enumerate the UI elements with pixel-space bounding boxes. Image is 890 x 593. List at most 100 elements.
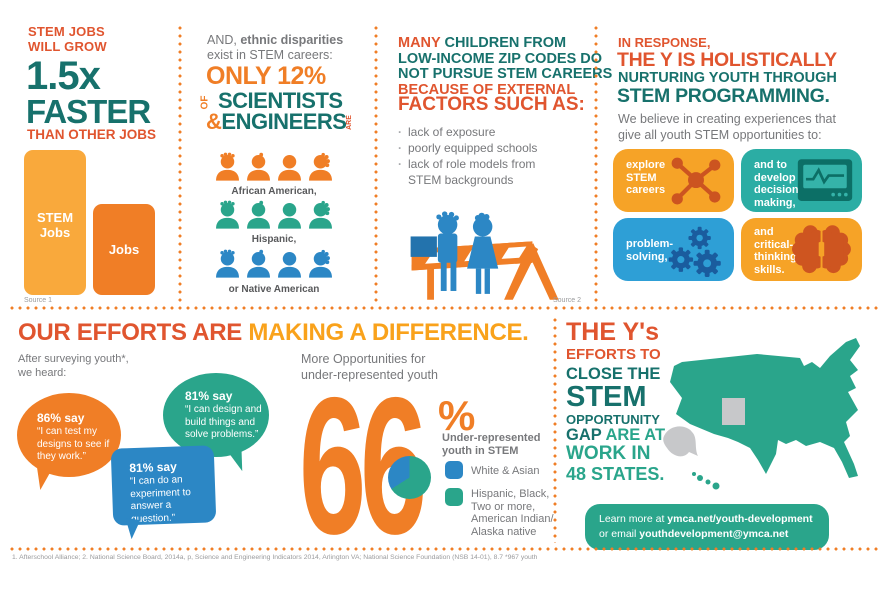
states-text-stack: THE Y's EFFORTS TO CLOSE THE STEM OPPORT…: [566, 318, 666, 484]
ampersand: &: [206, 109, 222, 134]
the-ys: THE Y's: [566, 318, 660, 346]
box-problem-label: problem- solving,: [626, 238, 674, 263]
growth-kicker: STEM JOBS WILL GROW: [28, 24, 107, 54]
gap-are-at: GAP ARE AT: [566, 425, 666, 444]
growth-faster: FASTER: [26, 93, 151, 130]
person-icon: [245, 249, 272, 278]
learn-more-prefix: Learn more at: [599, 513, 668, 525]
percent-sign: %: [438, 392, 476, 439]
under-represented-caption: Under-represented youth in STEM: [442, 432, 541, 457]
person-icon: [276, 152, 303, 181]
difference-headline: OUR EFFORTS ARE MAKING A DIFFERENCE.: [18, 319, 529, 347]
state-alaska: [663, 426, 698, 457]
response-kicker: IN RESPONSE,: [618, 35, 711, 50]
forty-eight-states: 48 STATES.: [566, 464, 665, 484]
person-icon: [214, 152, 241, 181]
box-explore-label: explore STEM careers: [626, 159, 666, 196]
intro-bold: ethnic disparities: [240, 33, 344, 47]
email-prefix: or email: [599, 528, 640, 540]
youth-development-link[interactable]: ymca.net/youth-development: [667, 513, 813, 525]
divider-vertical-1: [178, 24, 182, 305]
bubble-tail: [122, 518, 141, 540]
people-row-teal: [214, 200, 334, 229]
divider-vertical-2: [374, 24, 378, 305]
person-icon: [276, 200, 303, 229]
bar-stem-jobs: STEM Jobs: [24, 150, 86, 295]
group-label-hispanic: Hispanic,: [251, 234, 297, 245]
response-body: We believe in creating experiences that …: [618, 112, 836, 142]
box-decision-making: and to develop decision- making,: [741, 149, 862, 212]
work-in: WORK IN: [566, 443, 651, 464]
speech-bubble-81-design: 81% say “I can design and build things a…: [163, 373, 269, 457]
molecule-icon: [671, 157, 721, 205]
person-icon: [214, 200, 241, 229]
person-icon: [307, 152, 334, 181]
barrier-bullet-list: lack of exposure poorly equipped schools…: [398, 124, 537, 188]
intro-and: AND,: [207, 33, 241, 47]
gap: GAP: [566, 425, 606, 444]
bullet-item: lack of exposure: [398, 124, 537, 140]
bullet-item: poorly equipped schools: [398, 140, 537, 156]
barriers-heading: MANY CHILDREN FROM LOW-INCOME ZIP CODES …: [398, 35, 613, 98]
headline-making-difference: MAKING A DIFFERENCE.: [248, 319, 529, 346]
response-line3: STEM PROGRAMMING.: [617, 85, 830, 107]
person-icon: [245, 200, 272, 229]
of-rotated: OF: [199, 95, 211, 110]
speech-bubble-81-experiment: 81% say “I can do an experiment to answe…: [110, 445, 217, 526]
people-row-orange: [214, 152, 334, 181]
kids-barrier-illustration: [410, 211, 559, 300]
brain-icon: [792, 225, 851, 274]
opportunities-title: More Opportunities for under-represented…: [301, 352, 438, 382]
stem-big: STEM: [566, 380, 647, 413]
source-2: Source 2: [553, 297, 582, 304]
state-hawaii: [692, 472, 720, 490]
learn-more-box: Learn more at ymca.net/youth-development…: [585, 504, 829, 550]
response-line2: NURTURING YOUTH THROUGH: [618, 70, 837, 86]
pie-chart: [388, 456, 431, 499]
group-label-african-american: African American,: [231, 186, 317, 197]
engineers: ENGINEERS: [221, 109, 347, 134]
divider-horizontal-top: [8, 306, 882, 310]
legend-swatch-blue: [445, 461, 463, 479]
person-icon: [214, 249, 241, 278]
legend-swatch-teal: [445, 488, 463, 506]
bubble-stat: 81% say: [185, 389, 233, 403]
box-decision-label: and to develop decision- making,: [754, 159, 803, 209]
children-from-text: CHILDREN FROM: [444, 35, 567, 51]
are-rotated: ARE: [345, 115, 353, 130]
growth-subtitle: THAN OTHER JOBS: [27, 127, 157, 142]
growth-multiplier: 1.5x: [26, 54, 101, 98]
legend-label-white-asian: White & Asian: [471, 465, 540, 477]
are-at: ARE AT: [605, 425, 666, 444]
divider-vertical-3: [594, 24, 598, 305]
bar-jobs-label: Jobs: [108, 242, 140, 257]
bar-jobs: Jobs: [93, 204, 155, 295]
only-12-percent: ONLY 12%: [206, 62, 326, 90]
box-problem-solving: problem- solving,: [613, 218, 734, 281]
disparities-intro: AND, ethnic disparities exist in STEM ca…: [207, 33, 343, 63]
speech-bubble-86: 86% say “I can test my designs to see if…: [17, 393, 121, 477]
person-icon: [307, 249, 334, 278]
bar-stem-jobs-label: STEM Jobs: [36, 210, 74, 240]
opportunity: OPPORTUNITY: [566, 411, 660, 427]
box-explore-stem: explore STEM careers: [613, 149, 734, 212]
divider-vertical-bottom: [553, 316, 557, 543]
state-new-mexico: [722, 398, 745, 425]
monitor-icon: [797, 159, 853, 201]
scientists-text: SCIENTISTS: [218, 88, 343, 113]
email-link[interactable]: youthdevelopment@ymca.net: [639, 528, 789, 540]
headline-our-efforts: OUR EFFORTS ARE: [18, 319, 249, 346]
close-the: CLOSE THE: [566, 365, 661, 383]
group-label-native-american: or Native American: [228, 284, 320, 295]
legend-label-under-represented: Hispanic, Black, Two or more, American I…: [471, 488, 554, 538]
source-1: Source 1: [24, 297, 53, 304]
bubble-quote: “I can design and build things and solve…: [185, 404, 262, 440]
divider-horizontal-bottom: [8, 547, 882, 551]
efforts-to: EFFORTS TO: [566, 346, 661, 363]
box-critical-label: and critical- thinking skills.: [754, 226, 797, 276]
factors-such-as: FACTORS SUCH AS:: [398, 94, 585, 115]
person-icon: [276, 249, 303, 278]
not-pursue-text: NOT PURSUE STEM CAREERS: [398, 66, 613, 82]
bubble-stat: 86% say: [37, 411, 85, 425]
